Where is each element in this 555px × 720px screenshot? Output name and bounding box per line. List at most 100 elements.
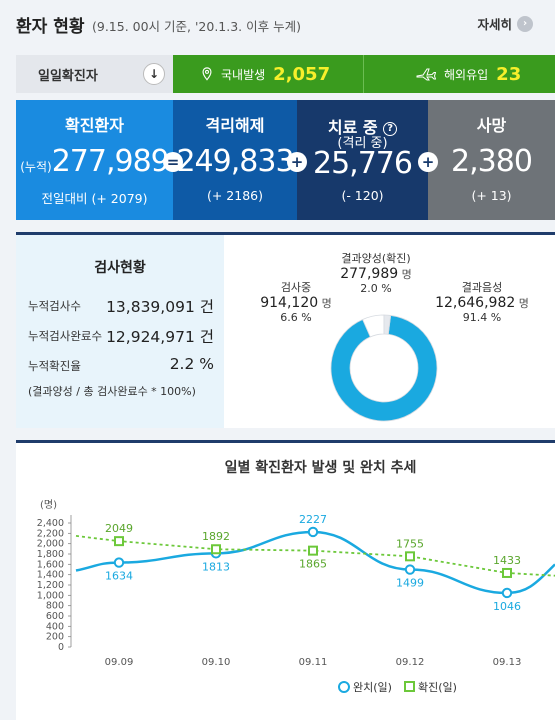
header: 환자 현황 (9.15. 00시 기준, '20.1.3. 이후 누계) 자세히… (0, 0, 555, 44)
y-tick-label: 1,400 (37, 570, 64, 581)
tile-confirmed-value-row: (누적)277,989 (16, 144, 173, 179)
confirmed-data-label: 1433 (493, 554, 521, 567)
y-tick-label: 800 (46, 601, 64, 612)
tile-treatment-sublabel: (격리 중) (337, 136, 388, 151)
y-tick-label: 0 (58, 642, 64, 653)
legend-label-confirmed: 확진(일) (418, 680, 457, 694)
confirmed-data-label: 1865 (299, 558, 327, 571)
pie-positive-pct: 2.0 % (360, 282, 392, 295)
tile-released-delta: (+ 2186) (206, 188, 263, 203)
pie-testing-label: 검사중 (280, 281, 312, 294)
confirmed-point (114, 536, 124, 547)
test-row-value: 2.2 % (169, 355, 214, 373)
location-pin-icon (202, 67, 212, 81)
pie-negative-unit: 명 (518, 297, 529, 310)
recovered-data-label: 1634 (105, 570, 133, 583)
tile-confirmed-label: 확진환자 (65, 116, 124, 135)
detail-button[interactable]: 자세히 › (477, 14, 533, 33)
recovered-point (501, 587, 513, 599)
tile-released-label: 격리해제 (205, 116, 265, 135)
positivity-formula-note: (결과양성 / 총 검사완료수 * 100%) (28, 385, 196, 398)
domestic-cases: 국내발생 2,057 (173, 55, 363, 93)
tile-treatment-value: 25,776 (313, 146, 413, 181)
recovered-data-label: 2227 (299, 513, 327, 526)
tile-treatment-label-row: 치료 중 ? (297, 114, 428, 138)
legend-label-recovered: 완치(일) (353, 680, 392, 694)
x-tick-label: 09.09 (105, 657, 134, 668)
plus-operator: + (418, 152, 438, 172)
daily-confirmed-toggle[interactable]: 일일확진자 ↓ (16, 55, 173, 93)
recovered-data-label: 1499 (396, 577, 424, 590)
daily-confirmed-label: 일일확진자 (38, 68, 98, 84)
test-row-label: 누적검사완료수 (28, 329, 103, 343)
arrow-down-icon: ↓ (143, 63, 165, 85)
help-icon[interactable]: ? (383, 122, 398, 136)
equals-operator: = (163, 152, 183, 172)
pie-negative-value: 12,646,982 (435, 295, 516, 311)
pie-label-negative: 결과음성 12,646,982 명 91.4 % (420, 279, 544, 324)
airplane-icon (416, 68, 436, 81)
pie-positive-unit: 명 (401, 268, 412, 281)
pie-testing-value: 914,120 (260, 295, 319, 311)
tile-treatment-label: 치료 중 (327, 118, 378, 137)
x-tick-label: 09.13 (493, 657, 522, 668)
test-title: 검사현황 (94, 260, 146, 276)
page-subtitle: (9.15. 00시 기준, '20.1.3. 이후 누계) (92, 19, 301, 34)
y-axis-label: (명) (40, 499, 57, 511)
test-row-value: 13,839,091 건 (106, 298, 214, 316)
overseas-cases: 해외유입 23 (363, 55, 555, 93)
domestic-value: 2,057 (273, 63, 331, 85)
y-tick-label: 1,600 (37, 559, 64, 570)
domestic-label: 국내발생 (221, 67, 266, 82)
detail-button-label: 자세히 (477, 17, 512, 32)
daily-confirmed-bar: 일일확진자 ↓ 국내발생 2,057 해외유입 23 (16, 55, 555, 93)
y-tick-label: 2,000 (37, 539, 64, 550)
donut-slice-negative (330, 314, 438, 422)
test-status-panel: 검사현황 누적검사수 13,839,091 건 누적검사완료수 12,924,9… (16, 232, 555, 428)
test-summary: 검사현황 누적검사수 13,839,091 건 누적검사완료수 12,924,9… (16, 235, 224, 428)
y-tick-label: 600 (46, 611, 64, 622)
y-tick-label: 1,000 (37, 590, 64, 601)
tile-deaths-value: 2,380 (451, 144, 533, 179)
y-tick-label: 1,200 (37, 580, 64, 591)
y-tick-label: 200 (46, 632, 64, 643)
page-title: 환자 현황 (16, 17, 85, 37)
donut-slice-positive (383, 314, 392, 335)
y-tick-label: 1,800 (37, 549, 64, 560)
recovered-data-label: 1813 (202, 560, 230, 573)
y-tick-label: 2,200 (37, 528, 64, 539)
chart-title: 일별 확진환자 발생 및 완치 추세 (224, 460, 417, 476)
plus-operator: + (287, 152, 307, 172)
tile-confirmed-value: 277,989 (51, 144, 170, 179)
y-tick-label: 400 (46, 621, 64, 632)
confirmed-data-label: 2049 (105, 522, 133, 535)
recovered-data-label: 1046 (493, 600, 521, 613)
chevron-right-icon: › (517, 15, 533, 32)
test-row-label: 누적검사수 (28, 299, 81, 313)
test-result-donut (330, 314, 438, 422)
confirmed-data-label: 1755 (396, 537, 424, 550)
tile-confirmed: 확진환자 (누적)277,989 전일대비 (+ 2079) (16, 100, 173, 220)
tile-deaths: 사망 2,380 (+ 13) (428, 100, 555, 220)
pie-negative-pct: 91.4 % (462, 311, 502, 324)
tile-confirmed-prefix: (누적) (20, 160, 52, 174)
overseas-value: 23 (496, 63, 522, 85)
tile-treatment: 치료 중 ? (격리 중) 25,776 (- 120) (297, 100, 428, 220)
pie-testing-pct: 6.6 % (280, 311, 312, 324)
recovered-point (113, 557, 125, 568)
pie-positive-value: 277,989 (340, 266, 399, 282)
tile-deaths-delta: (+ 13) (471, 188, 512, 203)
x-tick-label: 09.10 (202, 657, 231, 668)
tile-released: 격리해제 249,833 (+ 2186) (173, 100, 297, 220)
tile-released-value: 249,833 (176, 144, 294, 179)
tile-deaths-label: 사망 (476, 116, 507, 135)
pie-testing-unit: 명 (321, 297, 332, 310)
trend-chart: (명) 2,4002,2002,0001,8001,6001,4001,2001,… (37, 499, 555, 694)
pie-label-testing: 검사중 914,120 명 6.6 % (248, 279, 344, 324)
confirmed-data-label: 1892 (202, 530, 230, 543)
overseas-label: 해외유입 (444, 67, 489, 82)
confirmed-point (405, 551, 415, 562)
x-tick-label: 09.11 (299, 657, 328, 668)
confirmed-point (211, 544, 221, 555)
